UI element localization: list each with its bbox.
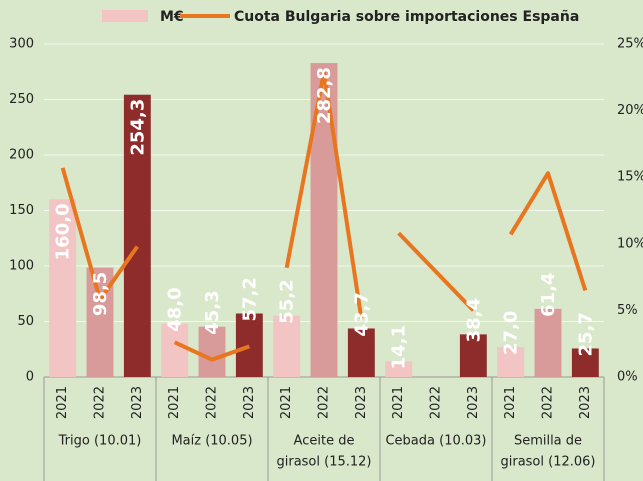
x-tick-label: 2022 — [93, 386, 108, 419]
value-label: 38,4 — [463, 298, 484, 342]
bar — [273, 315, 301, 377]
bar — [161, 323, 189, 377]
value-label: 25,7 — [575, 312, 596, 356]
y-tick-label: 250 — [9, 92, 34, 107]
legend-label: Cuota Bulgaria sobre importaciones Españ… — [234, 9, 579, 25]
x-tick-label: 2023 — [578, 386, 593, 419]
value-label: 55,2 — [277, 279, 298, 323]
x-tick-label: 2023 — [130, 386, 145, 419]
x-tick-label: 2021 — [391, 386, 406, 419]
group-label: girasol (15.12) — [276, 455, 371, 470]
value-label: 254,3 — [127, 99, 148, 156]
y-tick-label: 200 — [9, 148, 34, 163]
bar — [198, 326, 226, 377]
value-label: 57,2 — [239, 277, 260, 321]
y-tick-label: 300 — [9, 37, 34, 52]
x-tick-label: 2023 — [242, 386, 257, 419]
value-label: 160,0 — [53, 203, 74, 260]
x-tick-label: 2021 — [279, 386, 294, 419]
x-tick-label: 2022 — [429, 386, 444, 419]
x-tick-label: 2022 — [317, 386, 332, 419]
y-tick-label: 100 — [9, 259, 34, 274]
bar — [385, 361, 413, 377]
x-tick-label: 2021 — [503, 386, 518, 419]
bar — [49, 199, 77, 377]
x-tick-label: 2021 — [55, 386, 70, 419]
y2-tick-label: 5% — [617, 303, 638, 318]
value-label: 43,7 — [351, 292, 372, 336]
group-label: Cebada (10.03) — [385, 434, 486, 449]
bar — [347, 328, 375, 377]
bar — [534, 308, 562, 377]
bar — [235, 313, 263, 377]
value-label: 48,0 — [165, 287, 186, 331]
value-label: 61,4 — [538, 272, 559, 316]
bar — [123, 94, 151, 378]
bar — [459, 334, 487, 377]
legend-swatch — [102, 10, 148, 22]
line — [173, 340, 251, 362]
group-label: Aceite de — [294, 434, 355, 449]
x-tick-label: 2022 — [541, 386, 556, 419]
y2-tick-label: 10% — [617, 236, 643, 251]
y-tick-label: 150 — [9, 203, 34, 218]
x-tick-label: 2023 — [354, 386, 369, 419]
value-label: 282,8 — [314, 67, 335, 124]
value-label: 45,3 — [202, 290, 223, 334]
x-tick-label: 2021 — [167, 386, 182, 419]
line — [508, 171, 588, 292]
y2-tick-label: 0% — [617, 370, 638, 385]
line — [284, 69, 364, 319]
group-label: Trigo (10.01) — [58, 434, 142, 449]
value-label: 14,1 — [389, 325, 410, 369]
y-tick-label: 50 — [17, 314, 34, 329]
bar — [497, 347, 525, 377]
value-label: 27,0 — [501, 311, 522, 355]
y-tick-label: 0 — [26, 370, 34, 385]
group-label: girasol (12.06) — [500, 455, 595, 470]
group-label: Maíz (10.05) — [171, 434, 252, 449]
y2-tick-label: 20% — [617, 103, 643, 118]
group-label: Semilla de — [514, 434, 582, 449]
x-tick-label: 2022 — [205, 386, 220, 419]
line — [397, 231, 475, 312]
legend-label: M€ — [160, 9, 184, 25]
value-label: 98,5 — [90, 272, 111, 316]
line — [60, 167, 139, 302]
y2-tick-label: 15% — [617, 170, 643, 185]
x-tick-label: 2023 — [466, 386, 481, 419]
y2-tick-label: 25% — [617, 37, 643, 52]
bar — [571, 348, 599, 377]
